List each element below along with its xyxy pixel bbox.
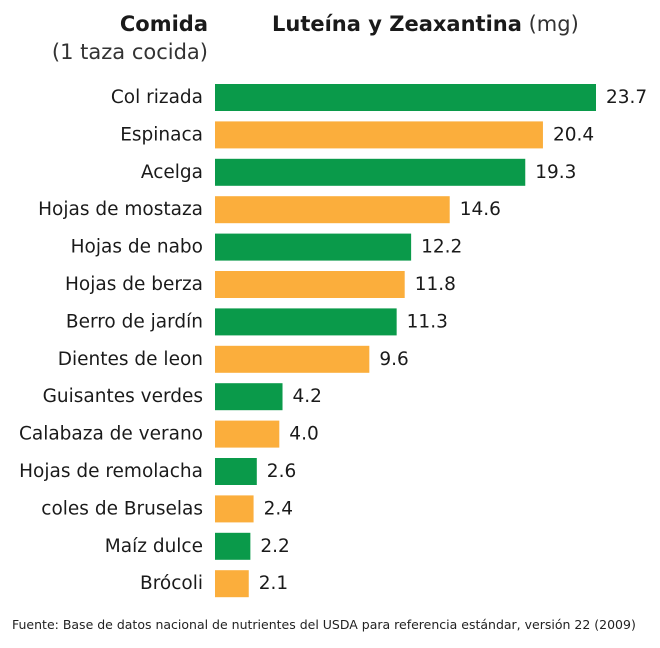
value-label: 14.6 xyxy=(460,199,501,220)
category-label: Hojas de mostaza xyxy=(38,199,203,220)
value-column-header: Luteína y Zeaxantina (mg) xyxy=(272,10,579,38)
bar xyxy=(215,308,397,336)
bar-chart: Col rizada 23.7 Espinaca 20.4 Acelga 19.3 Hoja… xyxy=(19,84,647,598)
bar xyxy=(215,84,596,111)
category-label: Dientes de leon xyxy=(58,349,203,370)
bar xyxy=(215,121,543,149)
value-label: 23.7 xyxy=(606,87,647,108)
value-label: 4.2 xyxy=(293,386,322,407)
category-label: Espinaca xyxy=(120,124,203,145)
category-label: Acelga xyxy=(141,162,203,183)
value-label: 20.4 xyxy=(553,124,594,145)
bar xyxy=(215,271,405,298)
category-label: Hojas de berza xyxy=(65,274,203,295)
category-label: Berro de jardín xyxy=(66,311,203,332)
bar xyxy=(215,345,370,373)
value-header-title: Luteína y Zeaxantina xyxy=(272,12,522,36)
category-label: Maíz dulce xyxy=(105,536,203,557)
bar xyxy=(215,495,254,523)
value-label: 2.6 xyxy=(267,461,296,482)
category-label: Calabaza de verano xyxy=(19,424,203,445)
bar xyxy=(215,233,412,261)
bar xyxy=(215,420,280,448)
value-label: 2.1 xyxy=(259,573,288,594)
bar xyxy=(215,158,526,186)
value-header-unit: (mg) xyxy=(528,12,579,36)
value-label: 11.3 xyxy=(407,311,448,332)
value-label: 11.8 xyxy=(415,274,456,295)
category-label: Col rizada xyxy=(111,87,203,108)
food-header-title: Comida xyxy=(119,12,208,36)
category-label: Hojas de remolacha xyxy=(19,461,203,482)
category-label: coles de Bruselas xyxy=(41,498,203,519)
category-label: Hojas de nabo xyxy=(71,237,203,258)
bar xyxy=(215,383,283,411)
value-label: 2.2 xyxy=(260,536,289,557)
category-label: Guisantes verdes xyxy=(43,386,203,407)
source-note: Fuente: Base de datos nacional de nutrie… xyxy=(12,617,636,632)
value-label: 4.0 xyxy=(289,424,318,445)
value-label: 2.4 xyxy=(264,498,293,519)
value-label: 19.3 xyxy=(535,162,576,183)
bar xyxy=(215,458,257,485)
value-label: 12.2 xyxy=(421,237,462,258)
food-header-subtitle: (1 taza cocida) xyxy=(51,40,208,64)
food-column-header: Comida (1 taza cocida) xyxy=(52,10,208,66)
bar xyxy=(215,570,249,598)
value-label: 9.6 xyxy=(379,349,408,370)
bar xyxy=(215,196,450,224)
category-label: Brócoli xyxy=(140,573,203,594)
bar xyxy=(215,532,251,560)
